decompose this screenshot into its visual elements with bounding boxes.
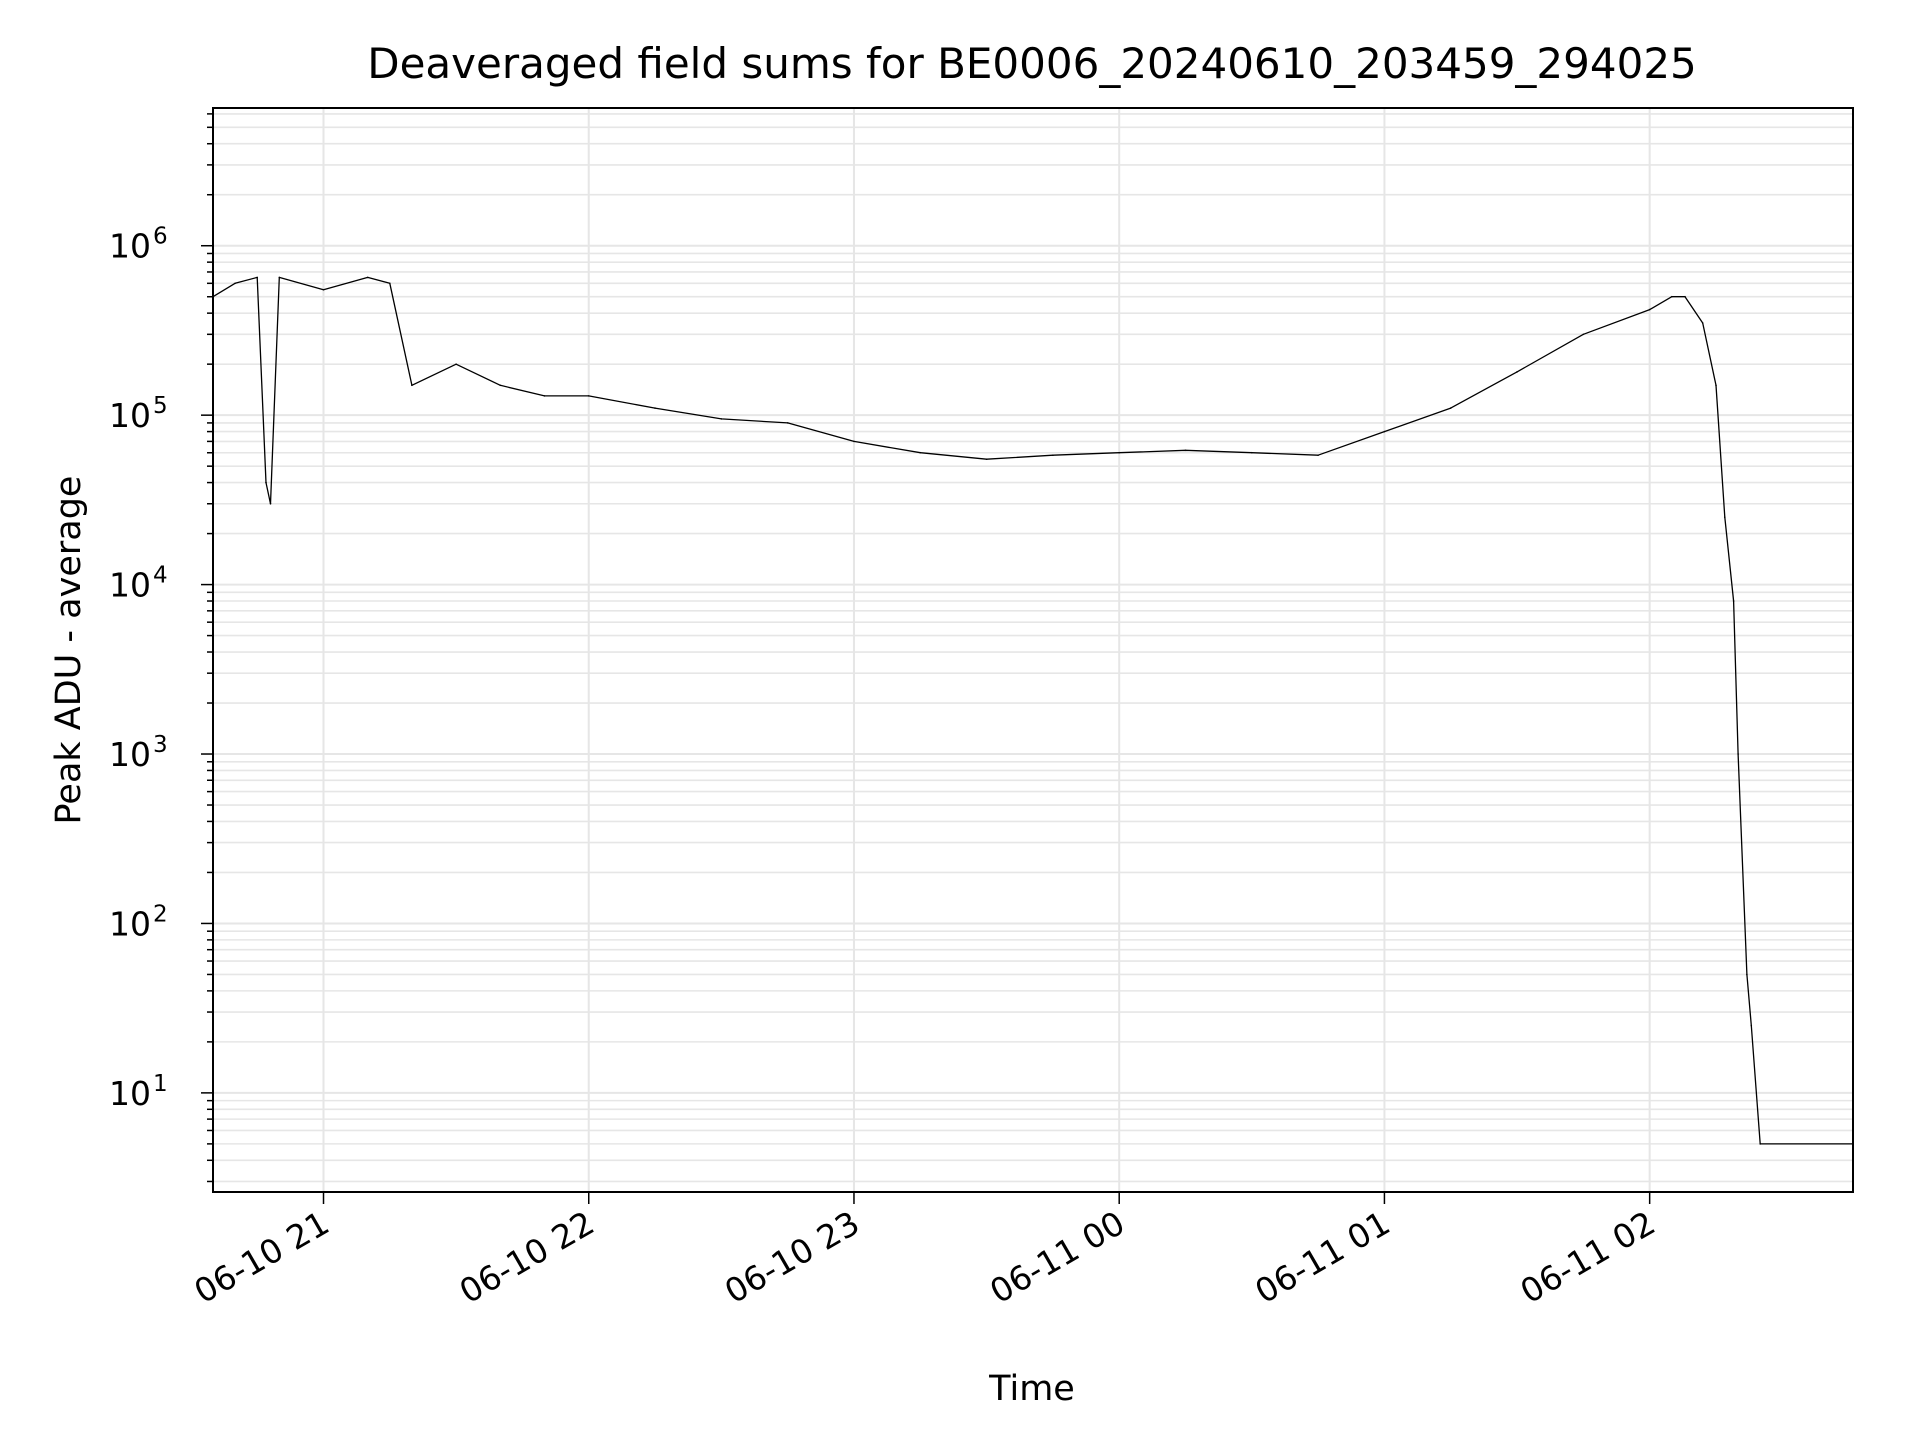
data-point	[1648, 308, 1651, 311]
data-point	[1449, 407, 1452, 409]
data-point	[1684, 295, 1686, 298]
y-tick-label: 10	[109, 1074, 151, 1113]
data-point	[1582, 333, 1585, 336]
data-point	[1701, 322, 1704, 324]
plot-frame	[212, 107, 1854, 1193]
y-tick-label: 10	[109, 904, 151, 943]
data-point	[322, 288, 325, 291]
data-point	[1715, 384, 1717, 387]
series-layer	[212, 276, 1854, 1145]
data-point	[278, 276, 281, 279]
data-point	[1118, 451, 1120, 454]
data-point	[919, 451, 922, 454]
data-point	[1671, 295, 1673, 298]
data-point	[256, 276, 259, 279]
y-axis-label: Peak ADU - average	[49, 476, 89, 825]
data-point	[1052, 454, 1054, 457]
y-tick-exponent: 6	[153, 224, 168, 250]
y-tick-exponent: 1	[153, 1071, 168, 1097]
data-point	[366, 276, 369, 279]
chart-title: Deaveraged field sums for BE0006_2024061…	[367, 39, 1697, 88]
data-point	[543, 395, 546, 397]
y-tick-label: 10	[109, 735, 151, 774]
data-point	[1732, 600, 1735, 602]
data-point	[1759, 1143, 1761, 1145]
data-point	[1317, 454, 1319, 457]
data-point	[985, 458, 988, 461]
data-point	[265, 481, 267, 484]
data-point	[269, 503, 272, 505]
data-point	[587, 395, 590, 397]
y-tick-label: 10	[109, 227, 151, 266]
data-point	[1737, 753, 1739, 755]
data-point	[389, 282, 391, 285]
data-point	[1516, 371, 1518, 373]
data-point	[1724, 516, 1726, 518]
y-tick-exponent: 2	[153, 901, 168, 927]
data-point	[1251, 451, 1253, 454]
data-point	[1750, 1024, 1753, 1027]
y-tick-label: 10	[109, 396, 151, 435]
data-point	[1184, 449, 1187, 452]
data-point	[654, 407, 656, 409]
data-point	[720, 418, 723, 420]
data-point	[1746, 973, 1748, 976]
grid	[213, 108, 1853, 1192]
data-point	[1383, 430, 1386, 433]
x-axis-label: Time	[988, 1369, 1075, 1409]
y-tick-exponent: 4	[153, 563, 168, 589]
data-point	[234, 282, 236, 285]
y-tick-exponent: 3	[153, 732, 168, 758]
y-tick-exponent: 5	[153, 393, 168, 419]
data-point	[853, 440, 855, 443]
data-point	[786, 422, 789, 424]
y-tick-label: 10	[109, 566, 151, 605]
data-point	[411, 384, 413, 387]
data-point	[499, 384, 502, 387]
data-point	[455, 363, 457, 366]
